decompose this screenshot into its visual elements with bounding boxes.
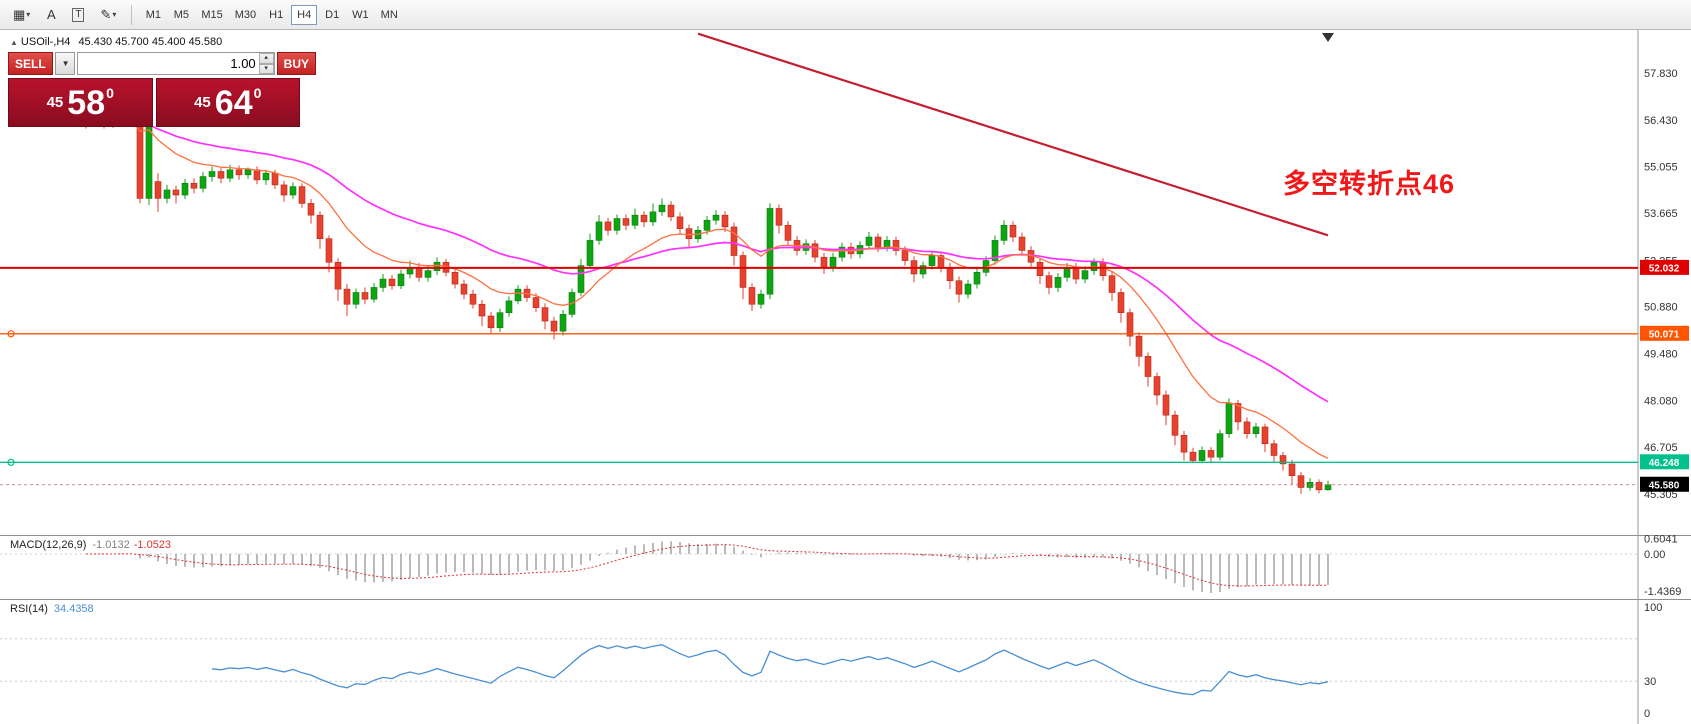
caret-down-icon: ▾	[26, 10, 31, 19]
timeframe-mn[interactable]: MN	[376, 5, 403, 25]
macd-axis-tick: -1.4369	[1644, 586, 1681, 598]
timeframe-h4[interactable]: H4	[291, 4, 318, 25]
collapse-triangle-icon: ▲	[10, 38, 18, 47]
volume-field: ▴ ▾	[76, 52, 275, 75]
rsi-axis-tick: 30	[1644, 676, 1656, 688]
svg-text:50.071: 50.071	[1649, 329, 1680, 340]
toolbar-separator	[131, 4, 133, 25]
timeframe-d1[interactable]: D1	[319, 5, 345, 25]
buy-price-prefix: 45	[194, 94, 211, 111]
rsi-axis-tick: 100	[1644, 602, 1662, 614]
sell-price-tile[interactable]: 45 58 0	[8, 78, 153, 127]
axis-tick: 53.665	[1644, 208, 1678, 220]
rsi-name: RSI(14)	[10, 603, 48, 615]
volume-input[interactable]	[77, 53, 259, 74]
ohlc-values: 45.430 45.700 45.400 45.580	[78, 36, 223, 48]
ma-slow-line	[85, 119, 1329, 403]
buy-price-tile[interactable]: 45 64 0	[155, 78, 300, 127]
macd-axis-tick: 0.00	[1644, 549, 1665, 561]
macd-histogram	[94, 541, 1329, 593]
macd-signal-value: -1.0523	[133, 539, 172, 551]
macd-main-value: -1.0132	[92, 539, 130, 551]
text-icon: T	[72, 7, 85, 22]
chart-shift-marker	[1322, 33, 1334, 42]
macd-label: MACD(12,26,9) -1.0132 -1.0523	[10, 539, 171, 551]
timeframe-m5[interactable]: M5	[168, 5, 194, 25]
caret-down-icon: ▾	[112, 10, 117, 19]
price-tag	[1640, 259, 1689, 275]
axis-tick: 45.305	[1644, 489, 1678, 501]
chart-annotation: 多空转折点46	[1283, 169, 1456, 199]
axis-tick: 56.430	[1644, 115, 1678, 127]
rsi-label: RSI(14) 34.4358	[10, 603, 94, 615]
svg-text:52.032: 52.032	[1649, 263, 1680, 274]
timeframe-m30[interactable]: M30	[230, 5, 261, 25]
buy-button[interactable]: BUY	[276, 52, 317, 75]
axis-tick: 48.080	[1644, 396, 1678, 408]
price-tag	[1640, 454, 1689, 470]
price-tag	[1640, 325, 1689, 341]
volume-dropdown-button[interactable]: ▼	[54, 52, 75, 75]
buy-price-big: 64	[214, 83, 253, 122]
timeframe-w1[interactable]: W1	[347, 5, 374, 25]
rsi-value: 34.4358	[53, 603, 94, 615]
candles-layer	[82, 104, 1332, 494]
letter-a-icon: A	[46, 7, 56, 22]
label-tool-button[interactable]: A	[39, 4, 63, 26]
sell-price-pip: 0	[106, 84, 114, 101]
macd-name: MACD(12,26,9)	[10, 539, 87, 551]
macd-signal-line	[86, 544, 1329, 587]
bid-price-tag	[1640, 476, 1689, 492]
symbol-name: USOil-,H4	[20, 36, 71, 48]
trendline	[697, 32, 1329, 237]
volume-spinner: ▴ ▾	[258, 53, 274, 74]
indicators-button[interactable]: ▦ ▾	[6, 4, 37, 26]
volume-increase-button[interactable]: ▴	[258, 53, 274, 64]
svg-text:45.580: 45.580	[1649, 480, 1680, 491]
rsi-axis-tick: 0	[1644, 708, 1650, 720]
grid-icon: ▦	[13, 6, 26, 22]
timeframe-m15[interactable]: M15	[196, 5, 227, 25]
axis-tick: 57.830	[1644, 68, 1678, 80]
draw-color-button[interactable]: ✎ ▾	[93, 4, 123, 26]
ma-fast-line	[85, 119, 1329, 459]
sell-price-big: 58	[67, 83, 106, 122]
sell-price-prefix: 45	[46, 94, 64, 111]
rsi-line	[211, 644, 1329, 696]
axis-tick: 55.055	[1644, 161, 1678, 173]
timeframe-h1[interactable]: H1	[263, 5, 289, 25]
toolbar: ▦ ▾ A T ✎ ▾ M1 M5 M15 M30 H1 H4 D1 W1 MN	[0, 0, 1691, 30]
axis-tick: 49.480	[1644, 349, 1678, 361]
svg-text:46.248: 46.248	[1649, 458, 1680, 469]
pencil-icon: ✎	[100, 6, 112, 22]
text-tool-button[interactable]: T	[65, 4, 91, 26]
volume-decrease-button[interactable]: ▾	[258, 63, 274, 74]
macd-axis-tick: 0.6041	[1644, 533, 1678, 545]
axis-tick: 46.705	[1644, 442, 1678, 454]
sell-button[interactable]: SELL	[8, 52, 53, 75]
buy-price-pip: 0	[253, 84, 262, 101]
axis-tick: 50.880	[1644, 302, 1678, 314]
symbol-info: ▲ USOil-,H4 45.430 45.700 45.400 45.580	[10, 36, 222, 48]
timeframe-m1[interactable]: M1	[140, 5, 166, 25]
